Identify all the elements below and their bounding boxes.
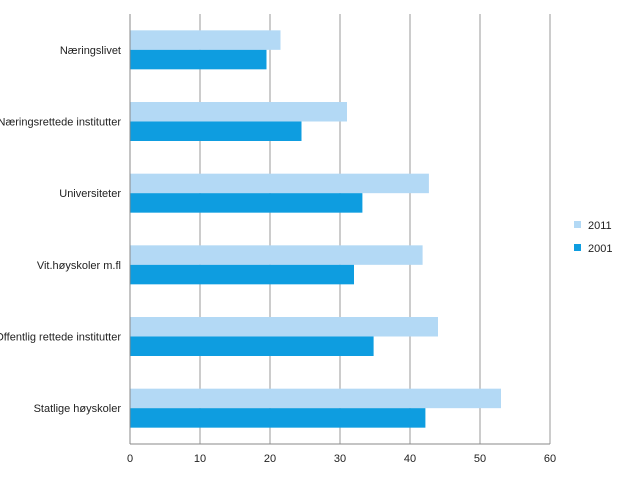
x-tick-label: 10 xyxy=(194,453,206,465)
bar-2011-5 xyxy=(130,317,438,337)
legend-swatch-2011 xyxy=(574,221,581,228)
bar-2001-4 xyxy=(130,264,354,285)
bar-2011-6 xyxy=(130,388,501,409)
x-tick-label: 60 xyxy=(544,453,556,465)
bar-2011-2 xyxy=(130,102,347,122)
bar-2011-4 xyxy=(130,245,423,265)
category-labels: Næringslivet Næringsrettede institutter Un… xyxy=(0,45,121,415)
gridlines xyxy=(199,14,551,444)
bar-2001-5 xyxy=(130,336,374,356)
x-tick-label: 50 xyxy=(474,453,486,465)
category-label: Universiteter xyxy=(59,188,121,200)
x-tick-labels: 0 10 20 30 40 50 60 xyxy=(127,453,556,465)
legend-label-2001: 2001 xyxy=(588,243,612,255)
category-label: Vit.høyskoler m.fl xyxy=(37,260,121,272)
category-label: Offentlig rettede institutter xyxy=(0,332,121,344)
bar-2001-3 xyxy=(130,193,363,213)
x-tick-label: 40 xyxy=(404,453,416,465)
bar-2011-1 xyxy=(130,30,281,50)
bars xyxy=(130,30,501,428)
x-tick-label: 30 xyxy=(334,453,346,465)
category-label: Næringsrettede institutter xyxy=(0,117,121,129)
legend-swatch-2001 xyxy=(574,244,581,251)
x-tick-label: 20 xyxy=(264,453,276,465)
x-tick-label: 0 xyxy=(127,453,133,465)
bar-2001-1 xyxy=(130,49,267,70)
bar-2011-3 xyxy=(130,173,429,194)
bar-2001-6 xyxy=(130,408,426,428)
category-label: Næringslivet xyxy=(60,45,121,57)
legend-label-2011: 2011 xyxy=(588,220,612,232)
bar-2001-2 xyxy=(130,121,302,141)
category-label: Statlige høyskoler xyxy=(34,403,122,415)
legend: 2011 2001 xyxy=(574,220,612,255)
